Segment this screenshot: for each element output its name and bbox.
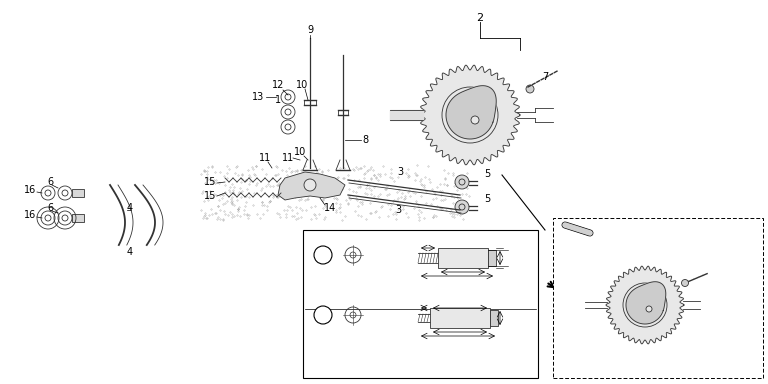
Text: FR.: FR. xyxy=(687,348,703,358)
Text: 19: 19 xyxy=(614,220,626,230)
Text: 16: 16 xyxy=(24,210,36,220)
Text: 7: 7 xyxy=(542,72,548,82)
Text: 13: 13 xyxy=(252,92,264,102)
Text: 9: 9 xyxy=(307,25,313,35)
Text: 81.4: 81.4 xyxy=(449,275,465,285)
Text: 6: 6 xyxy=(47,203,53,213)
Circle shape xyxy=(455,200,469,214)
Text: 3: 3 xyxy=(397,167,403,177)
Text: 20: 20 xyxy=(504,253,514,263)
Text: 10: 10 xyxy=(294,147,306,157)
Text: 10: 10 xyxy=(296,80,308,90)
Polygon shape xyxy=(446,86,496,139)
Text: 8: 8 xyxy=(362,135,368,145)
Text: 23: 23 xyxy=(458,270,468,280)
Text: 5: 5 xyxy=(484,169,490,179)
Circle shape xyxy=(681,280,688,286)
Circle shape xyxy=(471,116,479,124)
Circle shape xyxy=(526,85,534,93)
Text: M8: M8 xyxy=(422,256,433,262)
Text: 3: 3 xyxy=(395,205,401,215)
Text: 12: 12 xyxy=(272,80,284,90)
Text: 17: 17 xyxy=(455,331,465,339)
Text: 5: 5 xyxy=(425,240,430,248)
Text: 16: 16 xyxy=(24,185,36,195)
Circle shape xyxy=(314,306,332,324)
Text: 11: 11 xyxy=(282,153,294,163)
Text: 11: 11 xyxy=(259,153,271,163)
Text: 7: 7 xyxy=(712,268,718,278)
Circle shape xyxy=(646,306,652,312)
Bar xyxy=(438,248,488,268)
Bar xyxy=(72,189,84,197)
Bar xyxy=(553,218,763,378)
Text: 15: 15 xyxy=(204,177,216,187)
Circle shape xyxy=(455,175,469,189)
Text: ZDX0E0900A: ZDX0E0900A xyxy=(683,371,737,379)
Text: 100.4: 100.4 xyxy=(447,336,469,344)
Text: 4.78: 4.78 xyxy=(416,301,432,307)
Circle shape xyxy=(314,246,332,264)
Text: 18: 18 xyxy=(317,311,329,319)
Text: 4: 4 xyxy=(127,247,133,257)
Polygon shape xyxy=(626,282,666,324)
Bar xyxy=(72,214,84,222)
Text: 1: 1 xyxy=(275,95,281,105)
Text: 5: 5 xyxy=(484,194,490,204)
Text: 17: 17 xyxy=(317,250,329,260)
Polygon shape xyxy=(278,172,345,200)
Bar xyxy=(488,250,496,266)
Bar xyxy=(430,308,490,328)
Text: 6: 6 xyxy=(47,177,53,187)
Text: 15: 15 xyxy=(204,191,216,201)
Polygon shape xyxy=(420,65,520,165)
Bar xyxy=(303,230,538,378)
Bar xyxy=(490,310,498,326)
Text: 14: 14 xyxy=(324,203,336,213)
Text: 25: 25 xyxy=(504,313,514,323)
Polygon shape xyxy=(606,266,684,344)
Circle shape xyxy=(304,179,316,191)
Text: 19: 19 xyxy=(455,300,465,308)
Text: 2: 2 xyxy=(476,13,484,23)
Text: 4: 4 xyxy=(127,203,133,213)
